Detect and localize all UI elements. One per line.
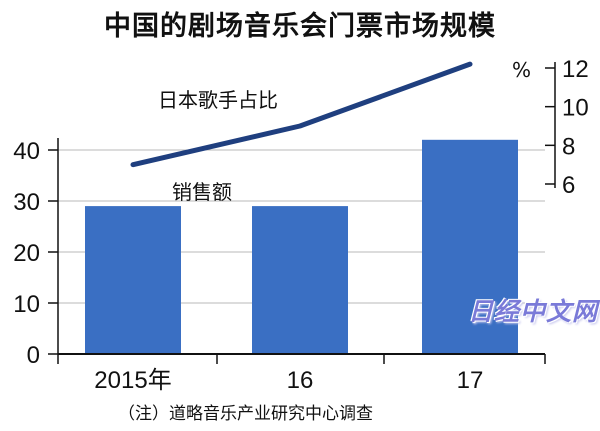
right-axis-unit: % bbox=[512, 58, 532, 82]
line-series-label: 日本歌手占比 bbox=[158, 88, 278, 112]
x-tick-label: 17 bbox=[457, 367, 484, 394]
bar-0 bbox=[85, 206, 181, 354]
left-tick-label: 20 bbox=[13, 240, 40, 267]
source-note: （注）道略音乐产业研究中心调查 bbox=[118, 404, 373, 424]
watermark-logo: 日经中文网 bbox=[468, 297, 599, 326]
chart-title: 中国的剧场音乐会门票市场规模 bbox=[104, 11, 496, 42]
right-tick-label: 8 bbox=[562, 133, 575, 160]
right-tick-label: 10 bbox=[562, 95, 589, 122]
right-tick-label: 6 bbox=[562, 172, 575, 199]
bar-series-label: 销售额 bbox=[172, 180, 232, 204]
bar-1 bbox=[252, 206, 348, 354]
left-tick-label: 30 bbox=[13, 189, 40, 216]
left-tick-label: 40 bbox=[13, 138, 40, 165]
right-tick-label: 12 bbox=[562, 56, 589, 83]
left-tick-label: 10 bbox=[13, 291, 40, 318]
left-tick-label: 0 bbox=[27, 342, 40, 369]
x-tick-label: 2015年 bbox=[94, 367, 171, 394]
bar-2 bbox=[422, 139, 518, 354]
x-tick-label: 16 bbox=[287, 367, 314, 394]
